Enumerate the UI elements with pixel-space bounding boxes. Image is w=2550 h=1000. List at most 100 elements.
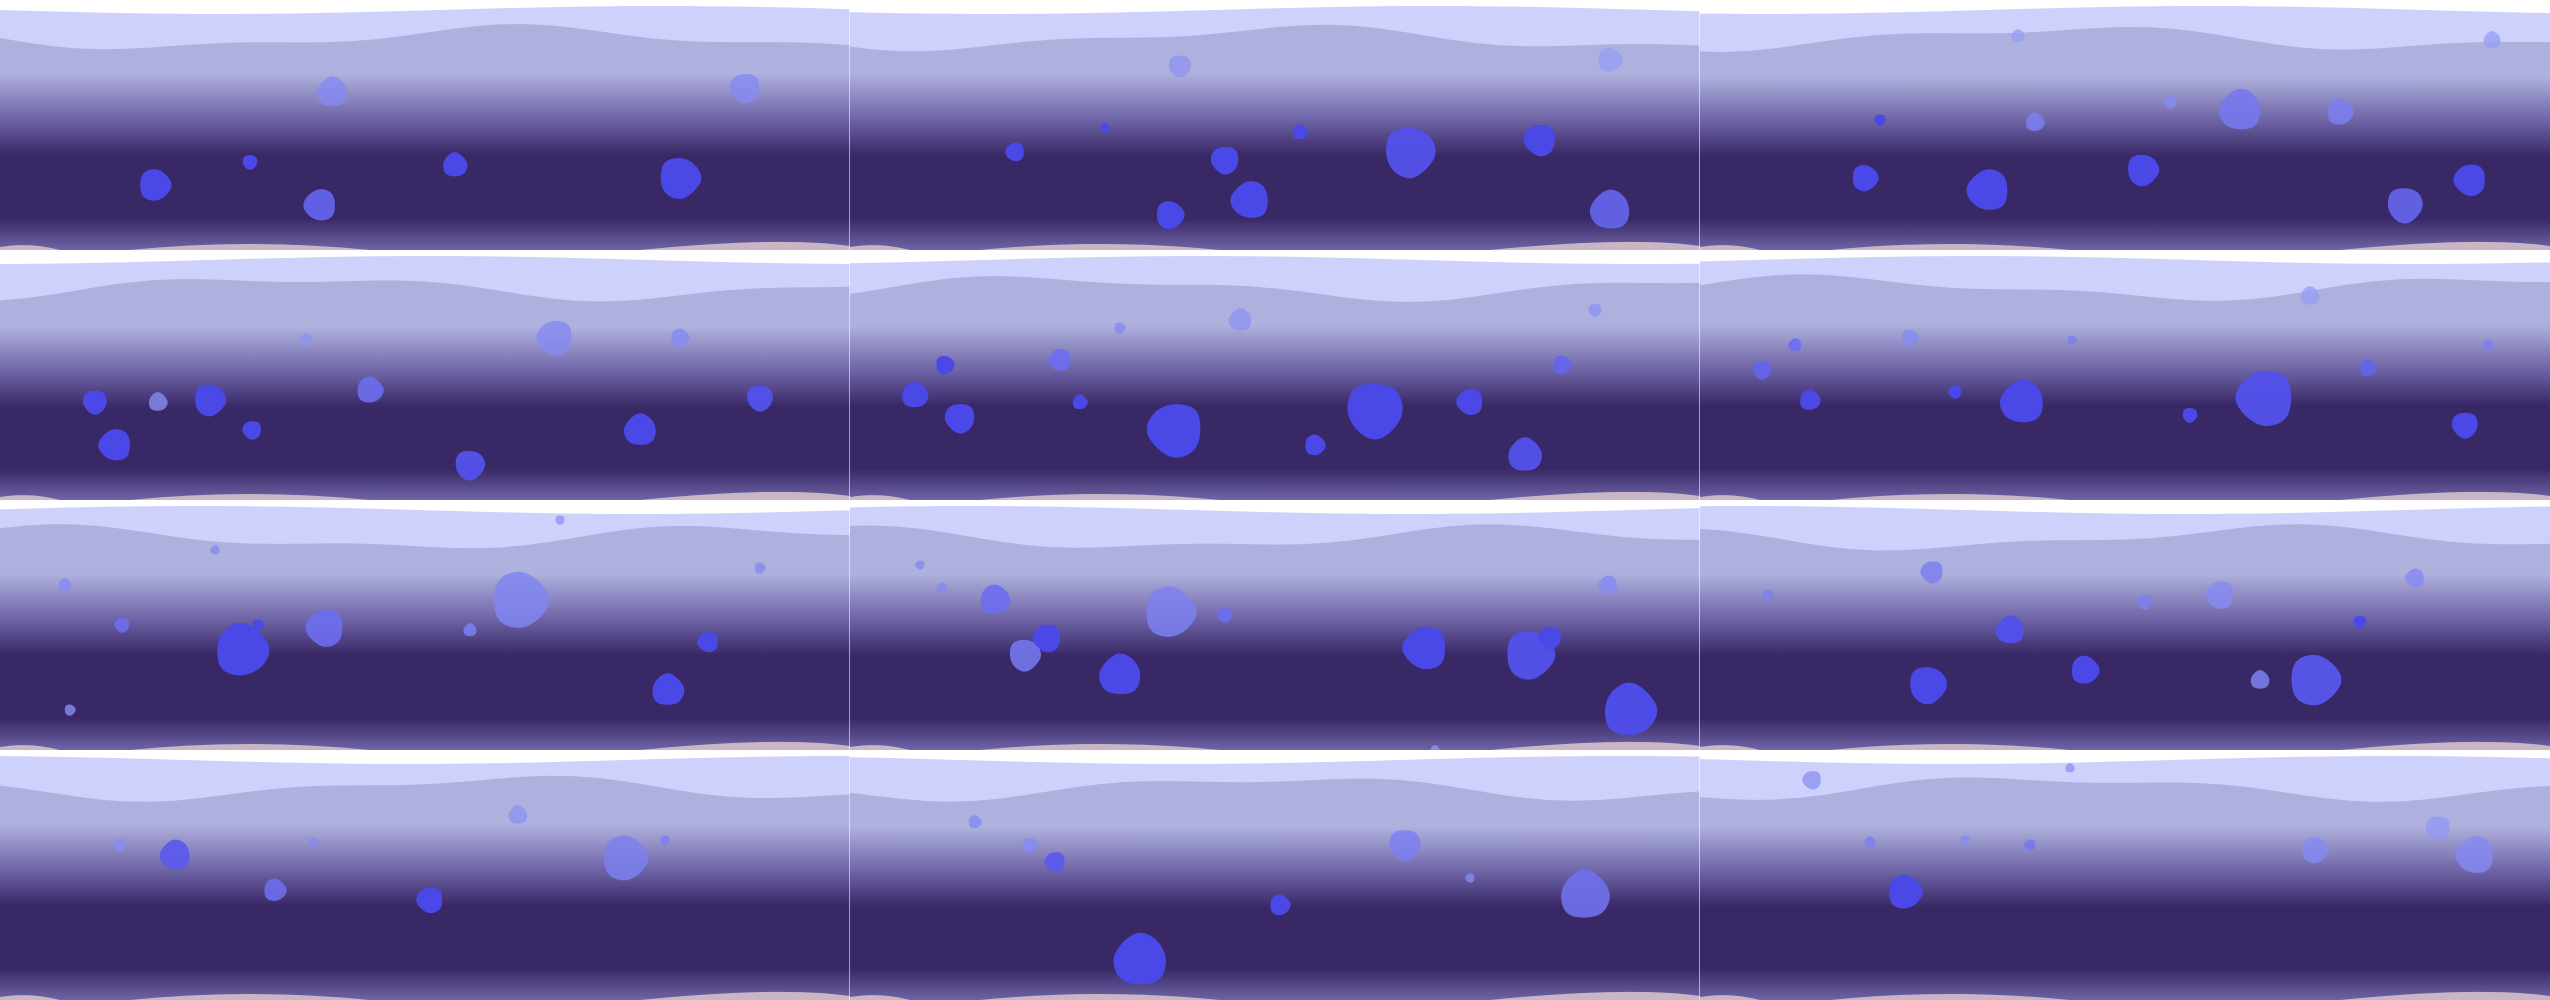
- bubble: [754, 562, 766, 574]
- water-scene: [1700, 0, 2550, 250]
- water-scene: [850, 750, 1700, 1000]
- bubble: [299, 333, 313, 347]
- frame-seam: [849, 750, 850, 1000]
- sand-dunes: [850, 991, 1700, 1000]
- bubble: [2235, 370, 2292, 427]
- bubble: [252, 619, 264, 631]
- bubble: [2025, 112, 2045, 131]
- bubble: [1788, 338, 1802, 352]
- bubble: [159, 839, 190, 870]
- water-body: [1700, 777, 2550, 1000]
- frame-12: [1700, 750, 2550, 1000]
- bubble: [493, 571, 550, 628]
- bubble: [58, 578, 72, 592]
- bubble: [1588, 303, 1602, 317]
- frame-seam: [849, 500, 850, 750]
- bubble: [2387, 188, 2423, 224]
- bubble: [747, 385, 773, 412]
- bubble: [623, 413, 656, 445]
- bubble: [902, 381, 929, 408]
- bubble: [1874, 114, 1886, 126]
- bubble: [1456, 389, 1483, 415]
- bubble: [1561, 869, 1610, 918]
- bubble: [2360, 359, 2377, 377]
- bubble: [2067, 335, 2077, 345]
- frame-5: [850, 250, 1700, 500]
- frame-7: [0, 500, 850, 750]
- water-scene: [1700, 750, 2550, 1000]
- bubble: [1032, 624, 1061, 653]
- bubble: [1598, 47, 1623, 72]
- bubble: [1402, 626, 1446, 670]
- bubble: [1210, 146, 1239, 175]
- frame-1: [0, 0, 850, 250]
- bubble: [2205, 581, 2234, 610]
- bubble: [195, 384, 227, 417]
- frame-6: [1700, 250, 2550, 500]
- frame-seam: [1699, 500, 1700, 750]
- bubble: [980, 584, 1011, 615]
- water-body: [1700, 274, 2550, 500]
- bubble: [660, 835, 670, 845]
- bubble: [2302, 837, 2329, 864]
- bubble: [1386, 127, 1436, 179]
- bubble: [264, 878, 287, 901]
- bubble: [1099, 653, 1141, 695]
- water-scene: [0, 250, 850, 500]
- bubble: [2455, 836, 2493, 873]
- bubble: [357, 376, 384, 403]
- water-scene: [1700, 250, 2550, 500]
- bubble: [1292, 124, 1308, 140]
- bubble: [2128, 154, 2160, 187]
- bubble: [944, 403, 975, 434]
- bubble: [303, 189, 335, 221]
- bubble: [936, 582, 948, 594]
- bubble: [1920, 561, 1943, 584]
- bubble: [915, 560, 925, 570]
- frame-2: [850, 0, 1700, 250]
- bubble: [82, 390, 107, 415]
- bubble: [2071, 655, 2100, 684]
- bubble: [2405, 568, 2424, 588]
- sand-dunes: [1700, 241, 2550, 250]
- bubble: [1022, 837, 1038, 853]
- sand-dunes: [0, 241, 850, 250]
- bubble: [2453, 164, 2485, 196]
- water-body: [0, 279, 850, 500]
- bubble: [1146, 404, 1201, 458]
- sand-dunes: [0, 491, 850, 500]
- water-scene: [0, 500, 850, 750]
- bubble: [604, 835, 649, 881]
- bubble: [1902, 329, 1919, 347]
- water-scene: [0, 750, 850, 1000]
- bubble: [1217, 608, 1233, 623]
- bubble: [1072, 394, 1088, 410]
- bubble: [140, 169, 172, 201]
- bubble: [1553, 355, 1572, 375]
- bubble: [1864, 836, 1876, 848]
- bubble: [2024, 839, 2036, 851]
- water-body: [0, 775, 850, 1000]
- bubble: [1100, 123, 1110, 133]
- bubble: [2483, 31, 2501, 48]
- bubble: [1146, 586, 1197, 637]
- bubble: [416, 887, 443, 914]
- bubble: [1800, 389, 1821, 410]
- bubble: [1114, 322, 1126, 334]
- frame-seam: [849, 0, 850, 250]
- bubble: [1589, 189, 1630, 229]
- bubble: [1113, 932, 1166, 985]
- bubble: [1270, 894, 1291, 916]
- bubble: [1347, 383, 1403, 440]
- bubble: [2425, 816, 2450, 841]
- bubble: [1960, 835, 1970, 845]
- frame-3: [1700, 0, 2550, 250]
- bubble: [242, 421, 261, 440]
- sand-dunes: [1700, 741, 2550, 750]
- bubble: [2163, 95, 2177, 109]
- bubble: [455, 450, 486, 481]
- bubble: [217, 622, 270, 676]
- sand-dunes: [850, 241, 1700, 250]
- bubble: [1389, 830, 1421, 862]
